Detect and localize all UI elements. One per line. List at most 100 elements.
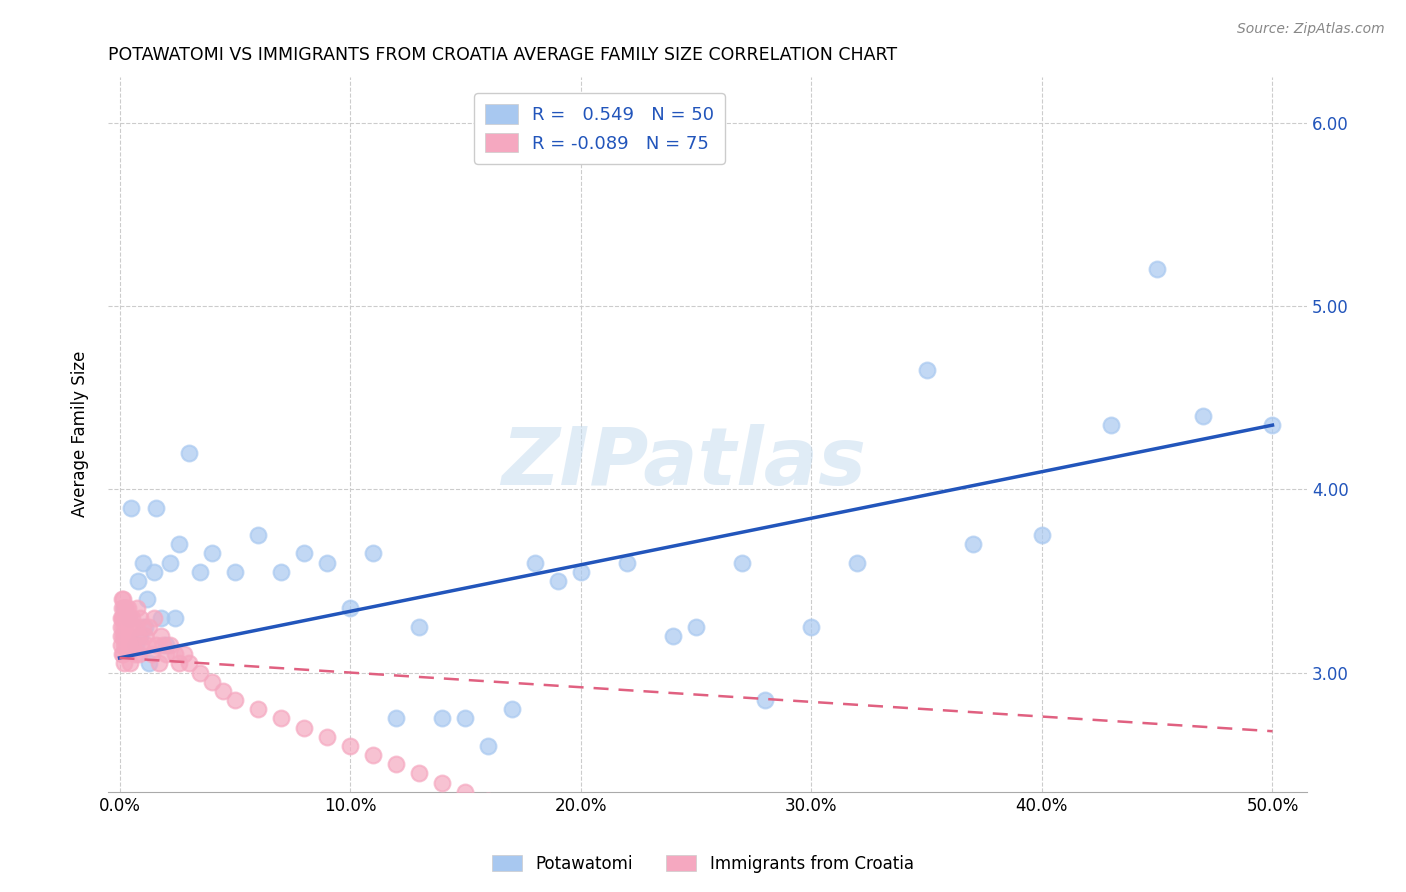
Point — [292, 546, 315, 560]
Point — [339, 739, 361, 753]
Point — [111, 610, 134, 624]
Point — [501, 803, 523, 817]
Point — [124, 620, 146, 634]
Point — [124, 647, 146, 661]
Point — [131, 638, 153, 652]
Point — [118, 610, 141, 624]
Point — [138, 657, 160, 671]
Point — [177, 657, 200, 671]
Point — [547, 574, 569, 588]
Point — [112, 592, 135, 607]
Point — [477, 794, 499, 808]
Text: Source: ZipAtlas.com: Source: ZipAtlas.com — [1237, 22, 1385, 37]
Point — [224, 565, 246, 579]
Point — [111, 647, 134, 661]
Point — [1261, 418, 1284, 433]
Point — [127, 574, 149, 588]
Point — [339, 601, 361, 615]
Point — [385, 711, 408, 725]
Point — [136, 592, 159, 607]
Point — [173, 647, 195, 661]
Point — [118, 610, 141, 624]
Point — [111, 629, 134, 643]
Point — [150, 629, 173, 643]
Point — [662, 629, 685, 643]
Point — [188, 665, 211, 680]
Point — [121, 610, 143, 624]
Text: POTAWATOMI VS IMMIGRANTS FROM CROATIA AVERAGE FAMILY SIZE CORRELATION CHART: POTAWATOMI VS IMMIGRANTS FROM CROATIA AV… — [108, 46, 897, 64]
Point — [616, 848, 638, 863]
Point — [115, 629, 138, 643]
Point — [110, 610, 132, 624]
Point — [569, 830, 592, 845]
Point — [292, 721, 315, 735]
Point — [129, 629, 152, 643]
Point — [145, 638, 167, 652]
Y-axis label: Average Family Size: Average Family Size — [72, 351, 89, 517]
Point — [188, 565, 211, 579]
Text: ZIPatlas: ZIPatlas — [501, 424, 866, 502]
Point — [112, 657, 135, 671]
Point — [169, 537, 191, 551]
Point — [177, 445, 200, 459]
Point — [118, 638, 141, 652]
Point — [114, 601, 136, 615]
Point — [125, 601, 148, 615]
Point — [246, 702, 269, 716]
Point — [110, 638, 132, 652]
Point — [408, 766, 430, 780]
Point — [155, 647, 177, 661]
Point — [145, 500, 167, 515]
Point — [454, 711, 477, 725]
Point — [569, 565, 592, 579]
Point — [111, 620, 134, 634]
Point — [115, 610, 138, 624]
Point — [754, 693, 776, 707]
Point — [110, 629, 132, 643]
Point — [114, 620, 136, 634]
Point — [131, 556, 153, 570]
Point — [129, 610, 152, 624]
Point — [131, 620, 153, 634]
Point — [112, 601, 135, 615]
Point — [115, 638, 138, 652]
Point — [159, 556, 181, 570]
Point — [112, 629, 135, 643]
Point — [111, 601, 134, 615]
Point — [120, 657, 142, 671]
Point — [547, 822, 569, 836]
Point — [141, 647, 163, 661]
Point — [143, 565, 166, 579]
Point — [134, 629, 156, 643]
Point — [361, 546, 384, 560]
Point — [246, 528, 269, 542]
Point — [114, 610, 136, 624]
Point — [159, 638, 181, 652]
Point — [523, 812, 546, 826]
Point — [408, 620, 430, 634]
Point — [523, 556, 546, 570]
Point — [385, 757, 408, 772]
Point — [110, 620, 132, 634]
Point — [501, 702, 523, 716]
Point — [616, 556, 638, 570]
Point — [224, 693, 246, 707]
Point — [120, 500, 142, 515]
Point — [122, 638, 145, 652]
Point — [117, 629, 139, 643]
Point — [432, 711, 454, 725]
Point — [136, 638, 159, 652]
Point — [124, 638, 146, 652]
Point — [270, 711, 292, 725]
Point — [127, 629, 149, 643]
Point — [112, 610, 135, 624]
Point — [1031, 528, 1053, 542]
Point — [148, 657, 170, 671]
Point — [117, 601, 139, 615]
Point — [962, 537, 984, 551]
Point — [155, 638, 177, 652]
Point — [110, 647, 132, 661]
Point — [111, 592, 134, 607]
Point — [270, 565, 292, 579]
Point — [915, 363, 938, 377]
